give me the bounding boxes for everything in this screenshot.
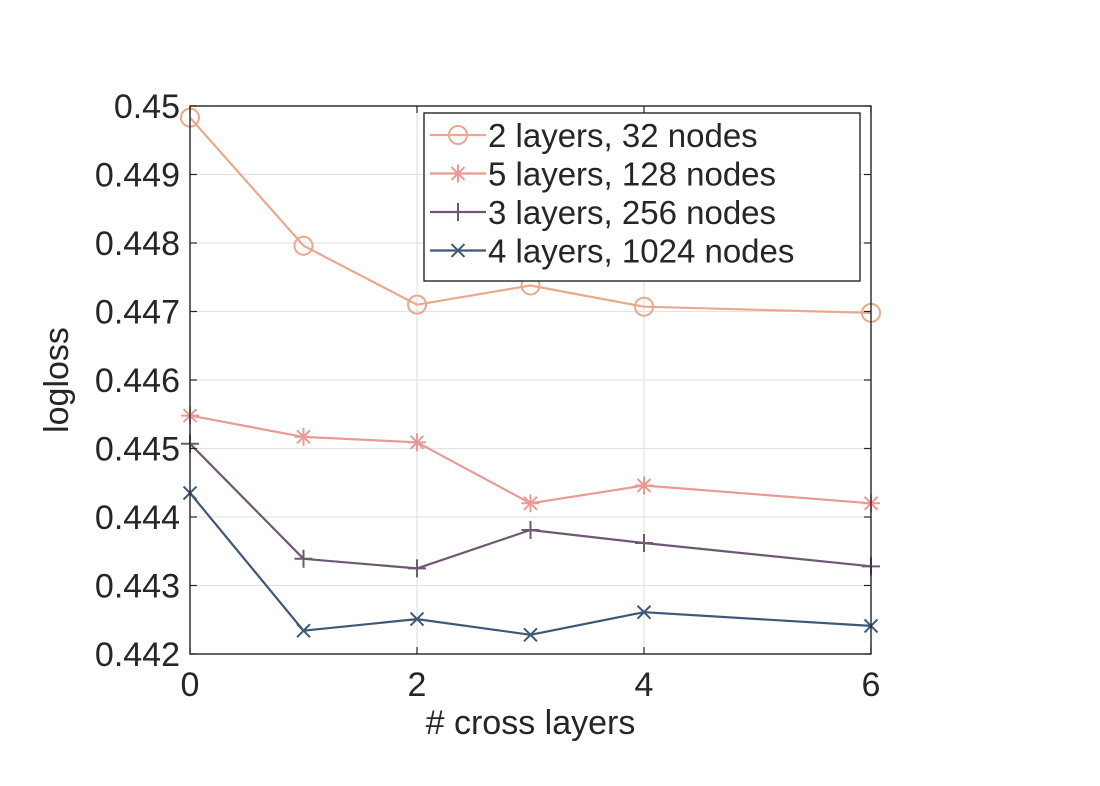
legend-label: 5 layers, 128 nodes (488, 156, 776, 193)
y-tick-label: 0.448 (95, 225, 180, 263)
series-line (189, 414, 872, 505)
data-point (449, 203, 467, 221)
y-tick-label: 0.442 (95, 636, 180, 674)
data-point (635, 534, 653, 553)
data-point (449, 164, 467, 183)
y-tick-label: 0.446 (95, 362, 180, 400)
legend-item: 2 layers, 32 nodes (430, 117, 758, 154)
data-point (523, 627, 538, 643)
x-tick-label: 2 (408, 666, 427, 704)
data-point (635, 476, 653, 495)
legend-item: 5 layers, 128 nodes (430, 156, 776, 193)
legend-label: 3 layers, 256 nodes (488, 194, 776, 231)
x-axis-title: # cross layers (426, 704, 636, 742)
legend-label: 2 layers, 32 nodes (488, 117, 758, 154)
legend-item: 3 layers, 256 nodes (430, 194, 776, 231)
data-point (294, 427, 313, 446)
y-tick-label: 0.45 (114, 88, 180, 126)
series-line (189, 116, 872, 314)
x-tick-label: 6 (862, 666, 881, 704)
data-point (409, 611, 425, 627)
series-line (189, 442, 872, 570)
legend-item: 4 layers, 1024 nodes (430, 233, 794, 270)
y-axis-title: logloss (38, 327, 76, 433)
y-tick-label: 0.447 (95, 294, 180, 332)
legend-box (423, 112, 861, 282)
axis-ticks: 0 2 4 6 0.442 0.443 0.444 0.445 0.446 0.447 0.448 0… (95, 88, 881, 704)
data-point (448, 125, 468, 145)
data-point (296, 623, 311, 638)
y-tick-label: 0.444 (95, 499, 180, 537)
y-tick-label: 0.445 (95, 431, 180, 469)
data-point (636, 605, 652, 620)
data-point (293, 235, 314, 256)
y-tick-label: 0.443 (95, 568, 180, 606)
data-point (408, 559, 426, 578)
series-2 (181, 406, 880, 513)
x-tick-label: 4 (635, 666, 654, 704)
data-point (634, 296, 654, 317)
data-point (450, 243, 466, 258)
data-point (408, 433, 426, 452)
legend-label: 4 layers, 1024 nodes (488, 233, 794, 270)
data-point (407, 294, 427, 315)
data-point (294, 549, 313, 568)
data-point (521, 494, 540, 513)
series-layer (180, 107, 881, 643)
x-tick-label: 0 (181, 666, 200, 704)
data-point (521, 521, 540, 540)
series-line (189, 492, 872, 636)
y-tick-label: 0.449 (95, 157, 180, 195)
